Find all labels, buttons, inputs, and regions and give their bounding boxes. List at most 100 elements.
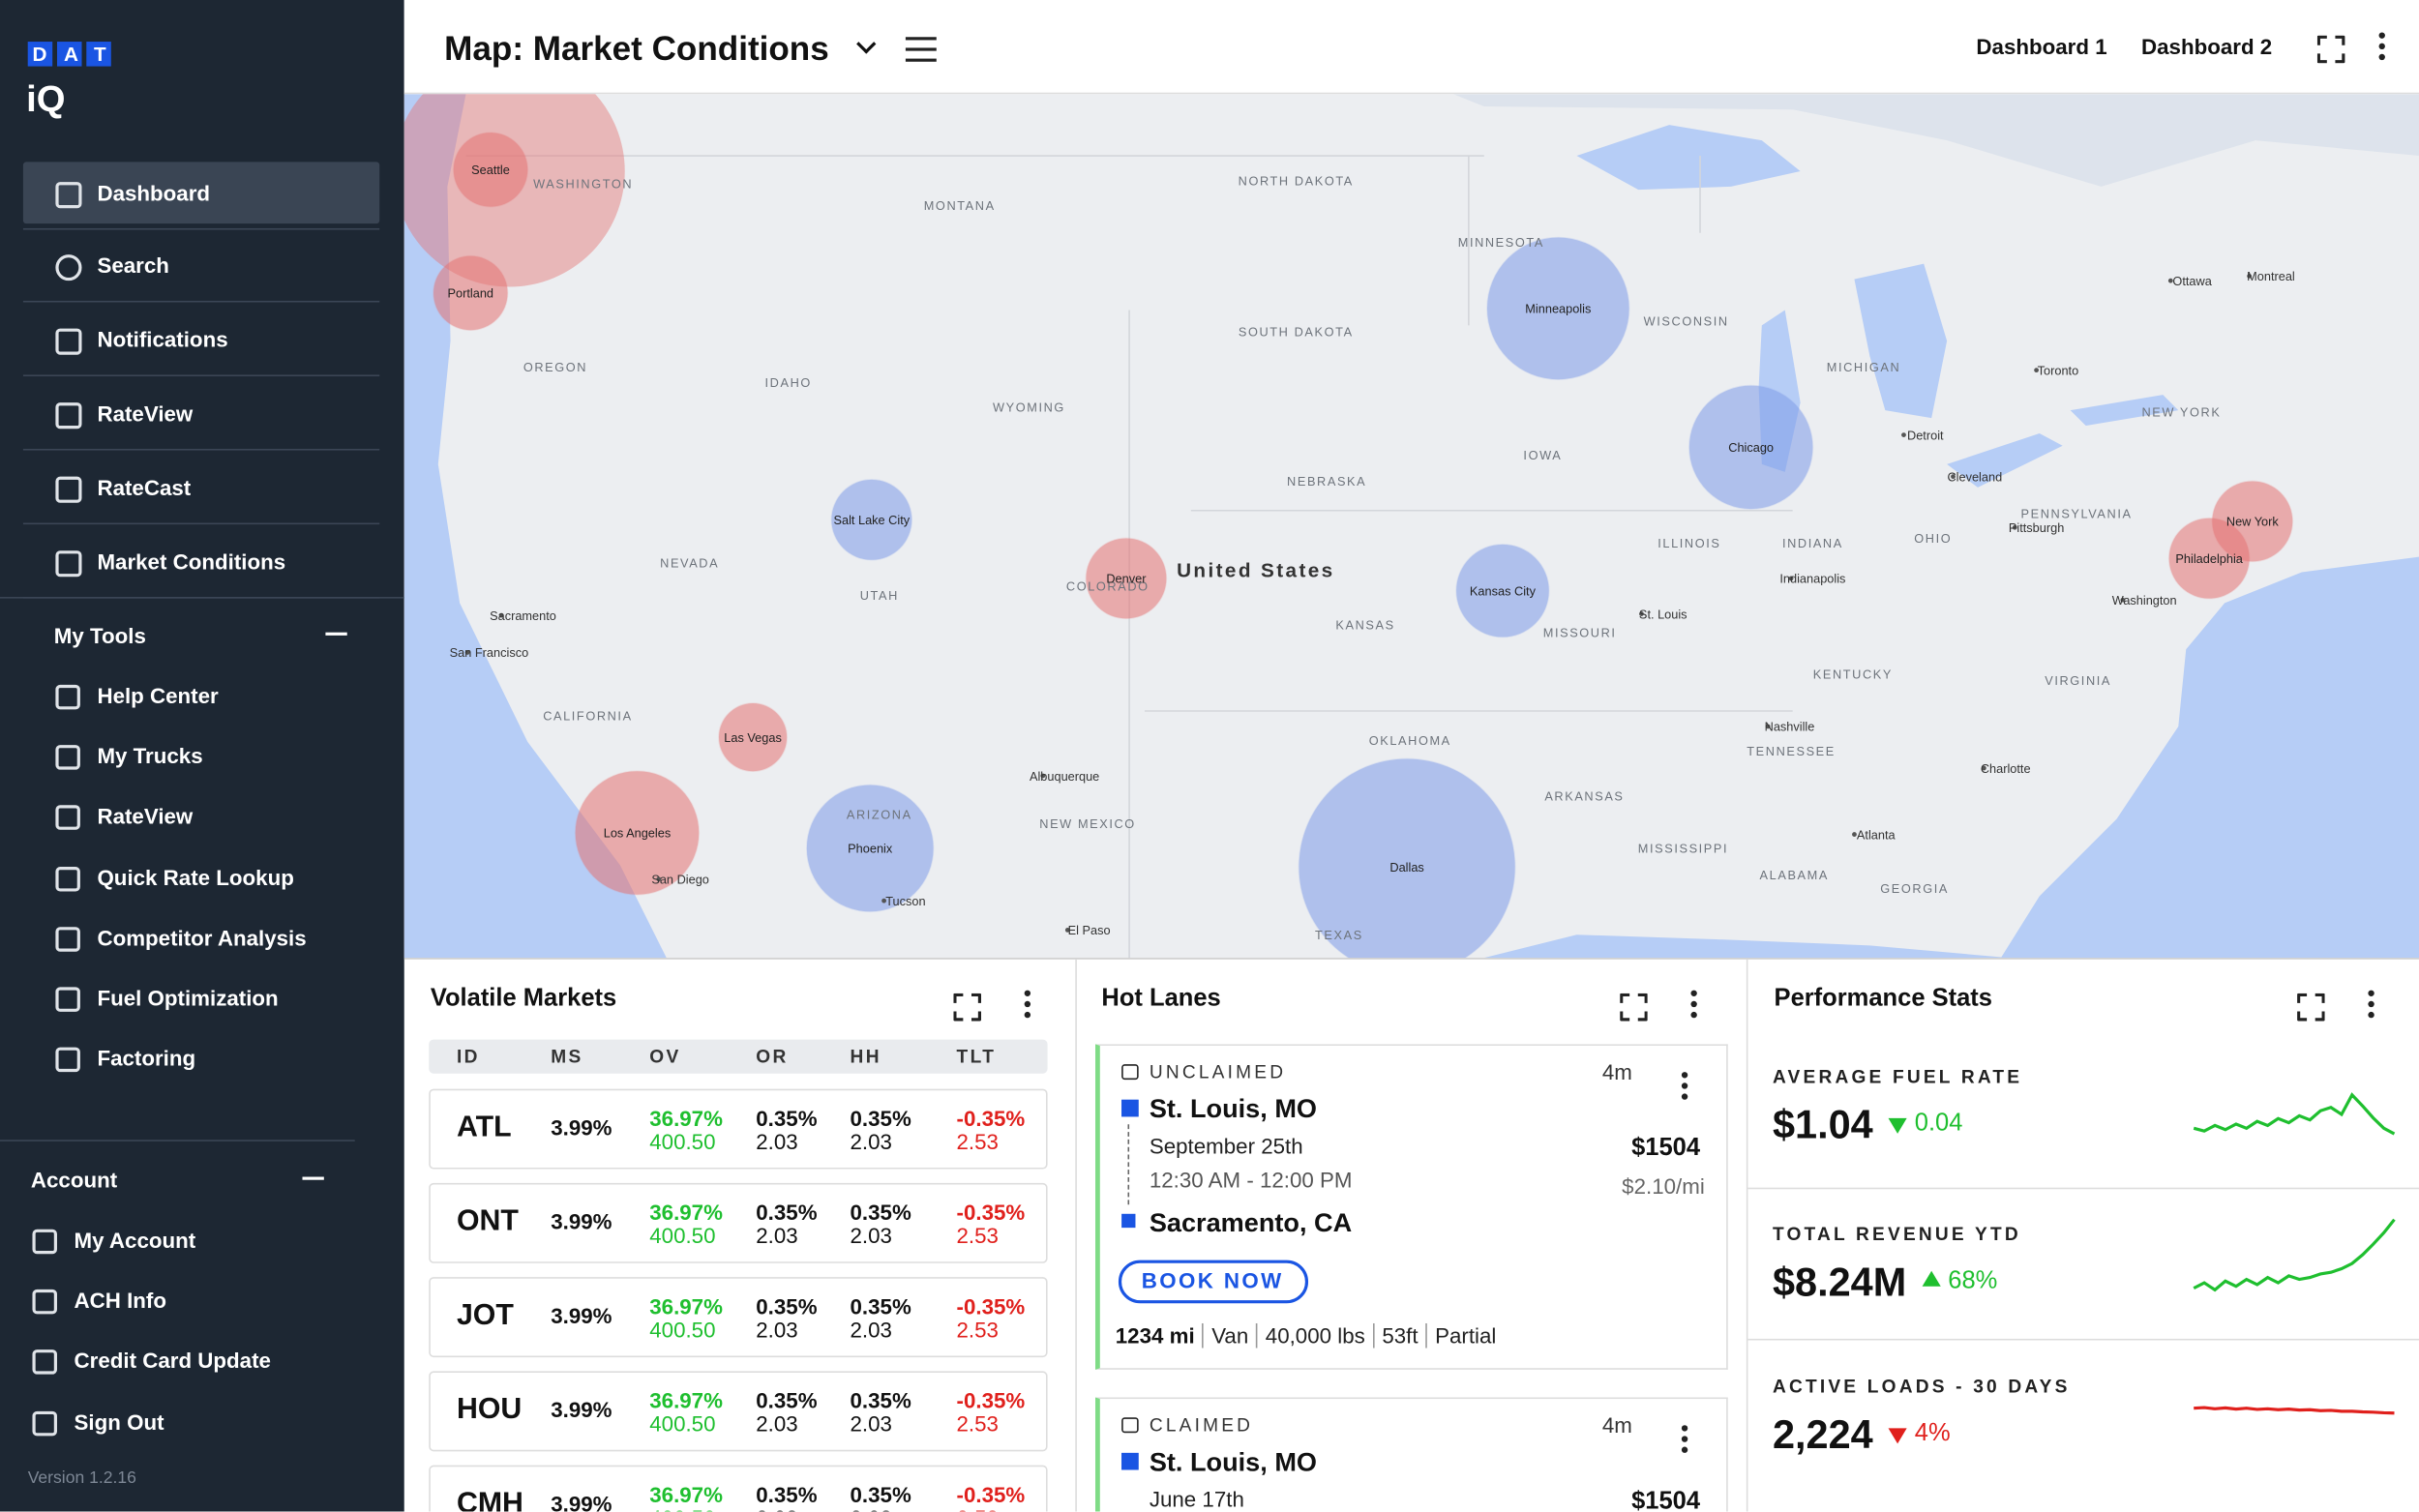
- market-id: CMH: [456, 1487, 523, 1512]
- nav-item[interactable]: Notifications: [97, 327, 228, 352]
- kebab-dot: [1024, 1011, 1031, 1019]
- book-label[interactable]: BOOK NOW: [1141, 1267, 1284, 1293]
- logo-top: DAT: [32, 42, 124, 66]
- stat-change: 0.04: [1914, 1110, 1963, 1138]
- city-dot: [1765, 724, 1771, 729]
- region-label: IOWA: [1523, 448, 1562, 462]
- account-icon: [32, 1290, 57, 1315]
- map-water: [403, 94, 667, 959]
- lane-card: [1095, 1397, 1728, 1512]
- nav-icon: [55, 550, 82, 578]
- lane-rate: $2.10/mi: [1622, 1173, 1705, 1199]
- kebab-dot: [1681, 1425, 1688, 1432]
- tool-item[interactable]: My Trucks: [97, 743, 203, 769]
- map-water: [2000, 556, 2419, 959]
- cell: 2.53: [956, 1410, 999, 1437]
- city-label: Albuquerque: [1030, 769, 1099, 784]
- detail-separator: [1256, 1322, 1258, 1349]
- header-link[interactable]: Dashboard 1: [1976, 34, 2107, 59]
- city-label: El Paso: [1068, 923, 1111, 937]
- map-water: [1576, 125, 1801, 191]
- account-item[interactable]: Credit Card Update: [74, 1349, 271, 1374]
- kebab-dot: [1681, 1082, 1688, 1089]
- market-circle: [806, 784, 935, 913]
- region-label: KANSAS: [1335, 618, 1394, 633]
- city-dot: [1639, 611, 1644, 616]
- nav-separator: [22, 522, 380, 525]
- cell: 3.99%: [551, 1397, 612, 1423]
- city-dot: [1064, 928, 1070, 933]
- nav-separator: [22, 374, 380, 377]
- account-item[interactable]: My Account: [74, 1228, 196, 1253]
- market-label: Seattle: [471, 163, 510, 177]
- city-dot: [2012, 524, 2017, 530]
- table-row: [429, 1182, 1048, 1263]
- table-row: [429, 1465, 1048, 1512]
- account-item[interactable]: ACH Info: [74, 1288, 167, 1314]
- city-dot: [2247, 274, 2253, 279]
- sparkline: [2194, 1406, 2395, 1415]
- market-label: Philadelphia: [2175, 551, 2243, 566]
- filter-line: [905, 58, 937, 62]
- city-dot: [1981, 765, 1986, 771]
- market-label: Minneapolis: [1525, 302, 1591, 316]
- city-dot: [656, 876, 662, 882]
- region-label: MICHIGAN: [1827, 360, 1901, 374]
- region-label: WISCONSIN: [1644, 313, 1729, 328]
- lane-age: 4m: [1601, 1059, 1632, 1084]
- nav-separator: [22, 300, 380, 303]
- header-link[interactable]: Dashboard 2: [2141, 34, 2273, 59]
- market-circle: [830, 479, 913, 561]
- cell: 0.35%: [756, 1482, 818, 1507]
- column-header: OV: [649, 1045, 681, 1068]
- version: Version 1.2.16: [27, 1468, 136, 1488]
- tool-item[interactable]: Fuel Optimization: [97, 985, 279, 1011]
- city-label: Cleveland: [1947, 469, 2002, 484]
- expand-icon: [953, 993, 982, 1022]
- region-label: KENTUCKY: [1813, 667, 1893, 682]
- tool-item[interactable]: Factoring: [97, 1046, 196, 1071]
- cell: 0.35%: [756, 1387, 818, 1413]
- lane-date: June 17th: [1149, 1486, 1244, 1512]
- region-label: NEVADA: [660, 556, 719, 571]
- kebab-dot: [1690, 990, 1697, 996]
- market-circle: [1486, 236, 1630, 381]
- city-label: Sacramento: [490, 608, 556, 623]
- book-button[interactable]: [1118, 1260, 1309, 1304]
- nav-item[interactable]: RateCast: [97, 475, 192, 500]
- nav-item[interactable]: Market Conditions: [97, 548, 286, 575]
- cell: 2.53: [956, 1129, 999, 1154]
- market-circle: [574, 770, 701, 896]
- kebab-dot: [1024, 990, 1031, 996]
- kebab-dot: [1690, 1000, 1697, 1008]
- nav-item[interactable]: Search: [97, 252, 169, 278]
- market-id: ATL: [456, 1111, 512, 1144]
- region-label: TENNESSEE: [1747, 744, 1836, 758]
- region-label: NORTH DAKOTA: [1239, 173, 1354, 188]
- map: WASHINGTON OREGON IDAHO MONTANA WYOMING NEVAD…: [403, 94, 2419, 959]
- lane-price: $1504: [1631, 1488, 1701, 1512]
- region-label: TEXAS: [1315, 928, 1363, 942]
- cell: 2.03: [756, 1223, 798, 1248]
- nav-item[interactable]: RateView: [97, 400, 194, 427]
- nav-icon: [55, 254, 82, 282]
- table-row: [429, 1088, 1048, 1170]
- cell: -0.35%: [956, 1482, 1026, 1507]
- tool-item[interactable]: RateView: [97, 804, 194, 829]
- tool-item[interactable]: Help Center: [97, 683, 219, 708]
- account-item[interactable]: Sign Out: [74, 1408, 164, 1435]
- nav-item[interactable]: Dashboard: [97, 180, 211, 206]
- city-label: Montreal: [2247, 269, 2295, 283]
- cell: 2.53: [957, 1507, 999, 1512]
- map-water: [2070, 395, 2179, 427]
- region-label: NEW MEXICO: [1039, 816, 1136, 831]
- cell: 36.97%: [649, 1200, 723, 1225]
- city-dot: [464, 650, 470, 655]
- sidebar: [0, 0, 404, 1512]
- stat-separator: [1747, 1187, 2419, 1190]
- tool-item[interactable]: Quick Rate Lookup: [97, 864, 294, 890]
- header-bar: [403, 0, 2419, 95]
- tool-item[interactable]: Competitor Analysis: [97, 925, 307, 950]
- market-label: Portland: [448, 286, 494, 301]
- market-label: Los Angeles: [604, 826, 671, 841]
